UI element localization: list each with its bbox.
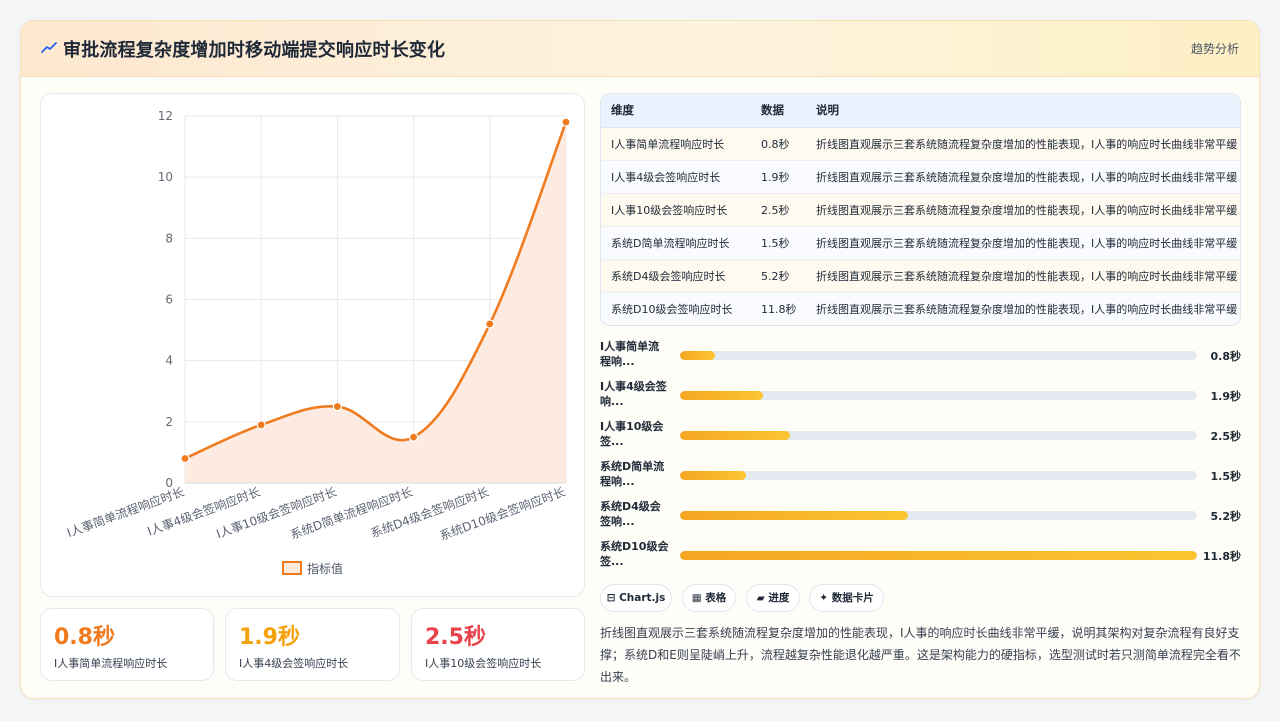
progress-track — [680, 431, 1197, 440]
cell-note: 折线图直观展示三套系统随流程复杂度增加的性能表现，I人事的响应时长曲线非常平缓 — [806, 226, 1240, 260]
progress-value: 1.5秒 — [1210, 470, 1242, 483]
cell-dimension: 系统D4级会签响应时长 — [601, 259, 751, 293]
table-row: I人事4级会签响应时长 1.9秒 折线图直观展示三套系统随流程复杂度增加的性能表… — [601, 160, 1240, 194]
progress-track — [680, 351, 1197, 360]
analysis-description: 折线图直观展示三套系统随流程复杂度增加的性能表现，I人事的响应时长曲线非常平缓，… — [600, 626, 1241, 684]
y-tick-label: 2 — [165, 415, 173, 429]
data-card-view-button[interactable]: ✦ 数据卡片 — [809, 584, 884, 612]
cell-dimension: 系统D简单流程响应时长 — [601, 226, 751, 260]
progress-fill — [680, 391, 764, 400]
progress-label: I人事4级会签 响... — [600, 380, 667, 408]
table-row: I人事简单流程响应时长 0.8秒 折线图直观展示三套系统随流程复杂度增加的性能表… — [601, 127, 1240, 161]
progress-fill — [680, 351, 716, 360]
trend-icon — [41, 42, 57, 53]
cell-note: 折线图直观展示三套系统随流程复杂度增加的性能表现，I人事的响应时长曲线非常平缓 — [806, 259, 1240, 293]
y-tick-label: 8 — [165, 231, 173, 245]
x-tick-label: 系统D简单流程响应时长 — [288, 484, 415, 542]
table-header-row: 维度 数据 说明 — [601, 94, 1240, 128]
progress-label: 系统D4级会 签响... — [600, 500, 661, 528]
chartjs-view-button[interactable]: ⊟ Chart.js — [600, 584, 672, 612]
page-title: 审批流程复杂度增加时移动端提交响应时长变化 — [63, 40, 446, 61]
progress-value: 2.5秒 — [1210, 430, 1242, 443]
stat-value: 0.8秒 — [54, 625, 115, 650]
progress-track — [680, 471, 1197, 480]
table-row: I人事10级会签响应时长 2.5秒 折线图直观展示三套系统随流程复杂度增加的性能… — [601, 193, 1240, 227]
progress-value: 1.9秒 — [1210, 390, 1242, 403]
progress-track — [680, 511, 1197, 520]
cell-dimension: 系统D10级会签响应时长 — [601, 292, 751, 325]
line-chart-panel: 0 2 4 6 8 10 12 I人事简单流程响应时长 I人事4级会签响应时长 I人事10级会签响… — [40, 93, 585, 597]
progress-track — [680, 551, 1197, 560]
stat-card: 0.8秒 I人事简单流程响应时长 — [40, 608, 214, 681]
cell-note: 折线图直观展示三套系统随流程复杂度增加的性能表现，I人事的响应时长曲线非常平缓 — [806, 292, 1240, 325]
progress-row: I人事4级会签 响... 1.9秒 — [600, 377, 1241, 413]
stat-value: 2.5秒 — [425, 625, 486, 650]
dashboard-card: 审批流程复杂度增加时移动端提交响应时长变化 趋势分析 0 2 4 6 8 10 12 I人事简… — [20, 20, 1260, 699]
progress-row: 系统D4级会 签响... 5.2秒 — [600, 497, 1241, 533]
progress-row: I人事简单流 程响... 0.8秒 — [600, 337, 1241, 373]
line-chart: 024681012I人事简单流程响应时长I人事4级会签响应时长I人事10级会签响… — [65, 109, 571, 576]
progress-fill — [680, 551, 1197, 560]
x-tick-label: I人事10级会签响应时长 — [214, 484, 338, 541]
progress-value: 0.8秒 — [1210, 350, 1242, 363]
data-table: 维度 数据 说明 I人事简单流程响应时长 0.8秒 折线图直观展示三套系统随流程… — [600, 93, 1241, 326]
data-point — [332, 401, 342, 412]
table-row: 系统D4级会签响应时长 5.2秒 折线图直观展示三套系统随流程复杂度增加的性能表… — [601, 259, 1240, 293]
progress-label: I人事10级会 签... — [600, 420, 664, 448]
y-tick-label: 4 — [165, 354, 173, 368]
progress-row: 系统D10级会 签... 11.8秒 — [600, 537, 1241, 573]
stat-card: 1.9秒 I人事4级会签响应时长 — [225, 608, 400, 681]
data-point — [256, 420, 266, 430]
stat-card: 2.5秒 I人事10级会签响应时长 — [411, 608, 585, 681]
column-header-note: 说明 — [806, 94, 1240, 128]
progress-track — [680, 391, 1197, 400]
cell-note: 折线图直观展示三套系统随流程复杂度增加的性能表现，I人事的响应时长曲线非常平缓 — [806, 193, 1240, 227]
y-tick-label: 12 — [158, 109, 173, 123]
table-view-button[interactable]: ▦ 表格 — [682, 584, 736, 612]
legend-label: 指标值 — [307, 561, 343, 576]
table-row: 系统D10级会签响应时长 11.8秒 折线图直观展示三套系统随流程复杂度增加的性… — [601, 292, 1240, 325]
data-point — [180, 453, 190, 464]
cell-value: 1.9秒 — [751, 160, 806, 194]
cell-value: 1.5秒 — [751, 226, 806, 260]
stat-label: I人事10级会签响应时长 — [425, 657, 542, 670]
cell-dimension: I人事10级会签响应时长 — [601, 193, 751, 227]
cell-dimension: I人事简单流程响应时长 — [601, 127, 751, 161]
cell-value: 2.5秒 — [751, 193, 806, 227]
y-tick-label: 6 — [165, 293, 173, 307]
progress-label: 系统D10级会 签... — [600, 540, 669, 568]
legend-swatch — [282, 561, 302, 575]
line-area-fill — [185, 122, 566, 483]
card-header: 审批流程复杂度增加时移动端提交响应时长变化 趋势分析 — [21, 21, 1259, 77]
progress-value: 11.8秒 — [1202, 550, 1241, 563]
cell-value: 0.8秒 — [751, 127, 806, 161]
progress-row: 系统D简单流 程响... 1.5秒 — [600, 457, 1241, 493]
progress-fill — [680, 471, 746, 480]
cell-note: 折线图直观展示三套系统随流程复杂度增加的性能表现，I人事的响应时长曲线非常平缓 — [806, 160, 1240, 194]
cell-value: 11.8秒 — [751, 292, 806, 325]
progress-label: 系统D简单流 程响... — [600, 460, 665, 488]
stat-value: 1.9秒 — [239, 625, 300, 650]
progress-value: 5.2秒 — [1210, 510, 1242, 523]
column-header-dimension: 维度 — [601, 94, 751, 128]
x-tick-label: 系统D10级会签响应时长 — [437, 484, 567, 543]
stat-label: I人事4级会签响应时长 — [239, 657, 349, 670]
cell-note: 折线图直观展示三套系统随流程复杂度增加的性能表现，I人事的响应时长曲线非常平缓 — [806, 127, 1240, 161]
analysis-tag: 趋势分析 — [1190, 42, 1239, 56]
column-header-data: 数据 — [751, 94, 806, 128]
data-point — [485, 319, 495, 329]
progress-fill — [680, 511, 908, 520]
progress-view-button[interactable]: ▰ 进度 — [746, 584, 800, 612]
stat-label: I人事简单流程响应时长 — [54, 657, 168, 670]
y-tick-label: 10 — [158, 170, 173, 184]
progress-row: I人事10级会 签... 2.5秒 — [600, 417, 1241, 453]
y-tick-label: 0 — [165, 476, 173, 490]
progress-fill — [680, 431, 790, 440]
progress-label: I人事简单流 程响... — [600, 340, 660, 368]
cell-dimension: I人事4级会签响应时长 — [601, 160, 751, 194]
table-row: 系统D简单流程响应时长 1.5秒 折线图直观展示三套系统随流程复杂度增加的性能表… — [601, 226, 1240, 260]
cell-value: 5.2秒 — [751, 259, 806, 293]
data-point — [561, 117, 571, 127]
data-point — [409, 432, 419, 442]
